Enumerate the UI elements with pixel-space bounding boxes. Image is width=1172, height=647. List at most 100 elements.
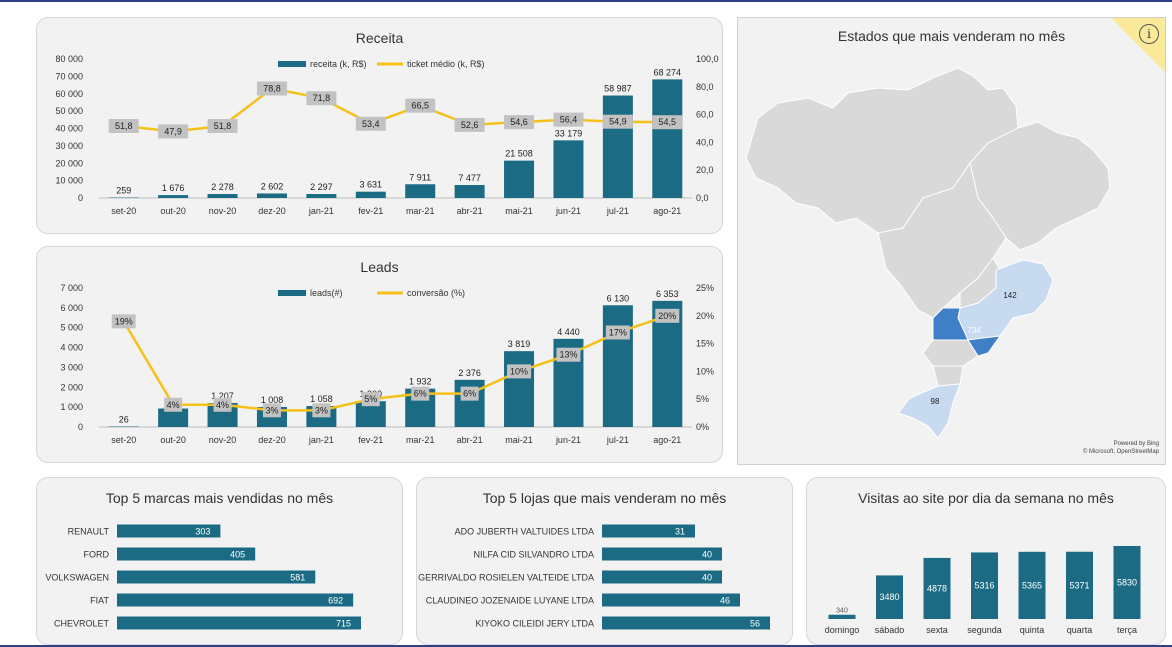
map-credit-line1: Powered by Bing — [1113, 441, 1159, 447]
lojas-category-label: NILFA CID SILVANDRO LTDA — [473, 550, 594, 560]
top-border — [0, 0, 1172, 2]
map-label-sp: 734 — [967, 326, 981, 335]
receita-line-label-bg — [553, 112, 584, 127]
marcas-bar — [117, 570, 316, 584]
leads-y2-tick: 0% — [696, 422, 709, 432]
marcas-bar-label: 405 — [230, 550, 245, 560]
receita-bar — [652, 79, 683, 198]
visitas-bar — [1066, 551, 1093, 619]
lojas-category-label: ADO JUBERTH VALTUIDES LTDA — [455, 527, 594, 537]
leads-y-tick: 4 000 — [60, 343, 83, 353]
info-icon[interactable]: i — [1139, 24, 1159, 44]
leads-x-tick: jul-21 — [606, 435, 629, 445]
visitas-bar — [828, 614, 856, 619]
receita-bar-label: 7 477 — [458, 173, 481, 183]
leads-bar-label: 4 440 — [557, 327, 580, 337]
map-label-mg: 142 — [1003, 291, 1017, 300]
leads-x-tick: jun-21 — [555, 435, 581, 445]
leads-bar-label: 1 058 — [310, 394, 333, 404]
receita-y2-tick: 100,0 — [696, 54, 719, 64]
receita-x-tick: jan-21 — [308, 206, 334, 216]
receita-bar — [504, 160, 535, 198]
receita-bar-label: 1 676 — [162, 183, 185, 193]
leads-bar-label: 6 353 — [656, 289, 679, 299]
receita-line-label-bg — [504, 115, 535, 130]
receita-bar — [207, 194, 238, 198]
receita-line-label: 78,8 — [263, 83, 281, 93]
marcas-category-label: VOLKSWAGEN — [45, 573, 109, 583]
receita-line-label: 53,4 — [362, 119, 380, 129]
leads-bar-label: 6 130 — [607, 293, 630, 303]
leads-y-tick: 7 000 — [60, 283, 83, 293]
visitas-title: Visitas ao site por dia da semana no mês — [858, 490, 1114, 506]
leads-x-tick: jan-21 — [308, 435, 334, 445]
receita-x-tick: ago-21 — [653, 206, 681, 216]
receita-bar-label: 58 987 — [604, 84, 632, 94]
receita-line-label: 52,6 — [461, 120, 479, 130]
leads-bar-label: 26 — [119, 414, 129, 424]
leads-line-label-bg — [556, 347, 581, 362]
brazil-map: 142 734 98 — [745, 67, 1111, 439]
visitas-x-tick: quinta — [1020, 625, 1045, 635]
receita-bar-label: 33 179 — [555, 128, 583, 138]
receita-line-label: 51,8 — [115, 121, 133, 131]
receita-line-label-bg — [108, 118, 139, 133]
leads-y-tick: 1 000 — [60, 402, 83, 412]
visitas-x-tick: sexta — [926, 625, 948, 635]
leads-line-label-bg — [361, 392, 380, 407]
leads-line-label: 6% — [463, 389, 476, 399]
receita-bar-label: 2 297 — [310, 182, 333, 192]
leads-x-tick: out-20 — [160, 435, 186, 445]
leads-y2-tick: 10% — [696, 366, 714, 376]
receita-bar — [454, 185, 485, 198]
receita-line-label-bg — [602, 114, 633, 129]
leads-line-label: 20% — [658, 311, 676, 321]
receita-bar — [602, 95, 633, 198]
leads-bar — [504, 351, 535, 427]
marcas-bar — [117, 616, 361, 630]
lojas-bar — [602, 593, 740, 607]
marcas-title: Top 5 marcas mais vendidas no mês — [105, 490, 334, 506]
map-label-rs: 98 — [931, 397, 940, 406]
leads-y2-tick: 20% — [696, 311, 714, 321]
visitas-bar — [876, 575, 903, 619]
map-title: Estados que mais venderam no mês — [837, 28, 1066, 44]
leads-y-tick: 0 — [78, 422, 83, 432]
marcas-bar-label: 715 — [336, 619, 351, 629]
leads-line-label-bg — [411, 386, 430, 401]
map-region-santa-catarina — [932, 365, 964, 387]
lojas-bar — [602, 570, 722, 584]
receita-x-tick: fev-21 — [358, 206, 383, 216]
receita-x-tick: mar-21 — [406, 206, 435, 216]
receita-y2-tick: 80,0 — [696, 82, 714, 92]
lojas-bar — [602, 524, 695, 538]
leads-line-label: 5% — [364, 394, 377, 404]
visitas-chart: 340 domingo 3480 sábado 4878 sexta 5316 segunda… — [825, 546, 1141, 635]
leads-y-tick: 2 000 — [60, 382, 83, 392]
receita-line-label-bg — [256, 81, 287, 96]
visitas-x-tick: domingo — [825, 625, 860, 635]
leads-line-label: 19% — [115, 316, 133, 326]
lojas-card: Top 5 lojas que mais venderam no mês ADO… — [416, 477, 793, 645]
lojas-chart: ADO JUBERTH VALTUIDES LTDA 31 NILFA CID SI… — [418, 524, 770, 630]
visitas-bar-label: 340 — [836, 608, 848, 615]
receita-y-tick: 40 000 — [55, 124, 83, 134]
receita-line-label: 51,8 — [214, 121, 232, 131]
leads-bar — [158, 408, 189, 427]
leads-y-tick: 3 000 — [60, 362, 83, 372]
receita-line-label-bg — [652, 115, 683, 130]
leads-chart: leads(#) conversão (%) 0 1 000 2 000 3 000 4 0… — [60, 283, 714, 445]
receita-y2-tick: 20,0 — [696, 165, 714, 175]
leads-bar-label: 1 932 — [409, 377, 432, 387]
visitas-x-tick: sábado — [875, 625, 905, 635]
leads-line-label-bg — [111, 314, 136, 329]
receita-y-tick: 30 000 — [55, 141, 83, 151]
receita-y-tick: 60 000 — [55, 89, 83, 99]
receita-legend-line-label: ticket médio (k, R$) — [407, 59, 485, 69]
visitas-x-tick: quarta — [1067, 625, 1093, 635]
receita-y2-tick: 0,0 — [696, 193, 709, 203]
leads-line-label-bg — [164, 397, 183, 412]
receita-bar-label: 7 911 — [409, 172, 431, 182]
receita-bar — [355, 191, 386, 198]
receita-y2-tick: 40,0 — [696, 137, 714, 147]
